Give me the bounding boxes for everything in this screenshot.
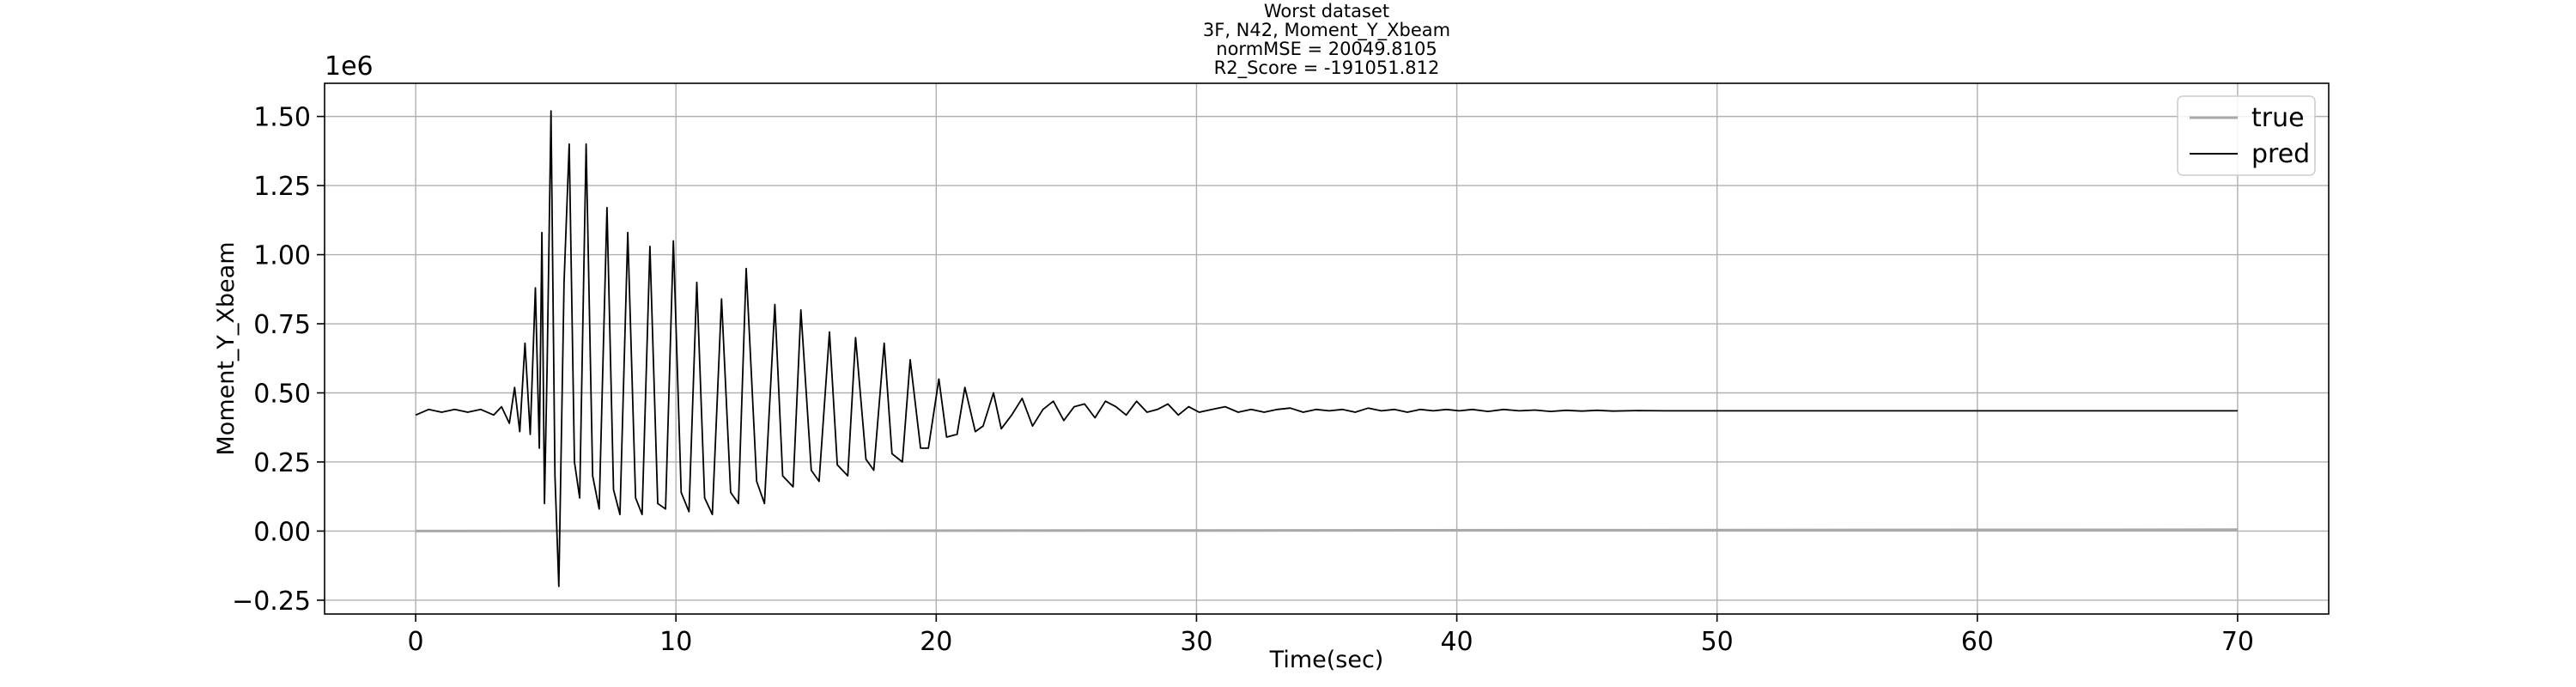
x-axis-label: Time(sec) (1269, 647, 1384, 673)
title-line-1: Worst dataset (1264, 1, 1389, 21)
y-tick-label: 1.50 (253, 103, 311, 133)
y-tick-label: 0.25 (253, 448, 311, 478)
title-line-4: R2_Score = -191051.812 (1214, 58, 1440, 79)
x-tick-label: 50 (1701, 627, 1734, 657)
x-tick-label: 10 (659, 627, 692, 657)
title-line-3: normMSE = 20049.8105 (1216, 39, 1437, 59)
y-tick-label: 0.75 (253, 310, 311, 340)
y-tick-label: 0.00 (253, 517, 311, 547)
plot-series (415, 110, 2238, 587)
legend-box (2177, 95, 2316, 176)
legend-label-pred: pred (2251, 139, 2310, 169)
y-tick-label: −0.25 (232, 587, 311, 617)
x-tick-label: 60 (1961, 627, 1994, 657)
x-tick-label: 40 (1440, 627, 1473, 657)
x-tick-label: 30 (1180, 627, 1212, 657)
y-axis-label: Moment_Y_Xbeam (213, 241, 240, 455)
x-tick-label: 20 (920, 627, 952, 657)
legend: true pred (2177, 95, 2316, 176)
x-tick-label: 0 (408, 627, 424, 657)
x-axis-ticks: 0 10 20 30 40 50 60 70 (408, 614, 2254, 657)
y-axis-scale-label: 1e6 (325, 52, 374, 82)
title-line-2: 3F, N42, Moment_Y_Xbeam (1203, 20, 1450, 41)
y-tick-label: 0.50 (253, 380, 311, 410)
plot-frame (324, 82, 2330, 615)
series-line-pred (415, 110, 2238, 587)
y-tick-label: 1.00 (253, 241, 311, 271)
y-tick-label: 1.25 (253, 172, 311, 202)
y-axis-ticks: −0.25 0.00 0.25 0.50 0.75 1.00 1.25 1.50 (232, 103, 325, 617)
legend-label-true: true (2251, 103, 2305, 133)
series-line-true (416, 528, 2238, 532)
x-tick-label: 70 (2221, 627, 2254, 657)
